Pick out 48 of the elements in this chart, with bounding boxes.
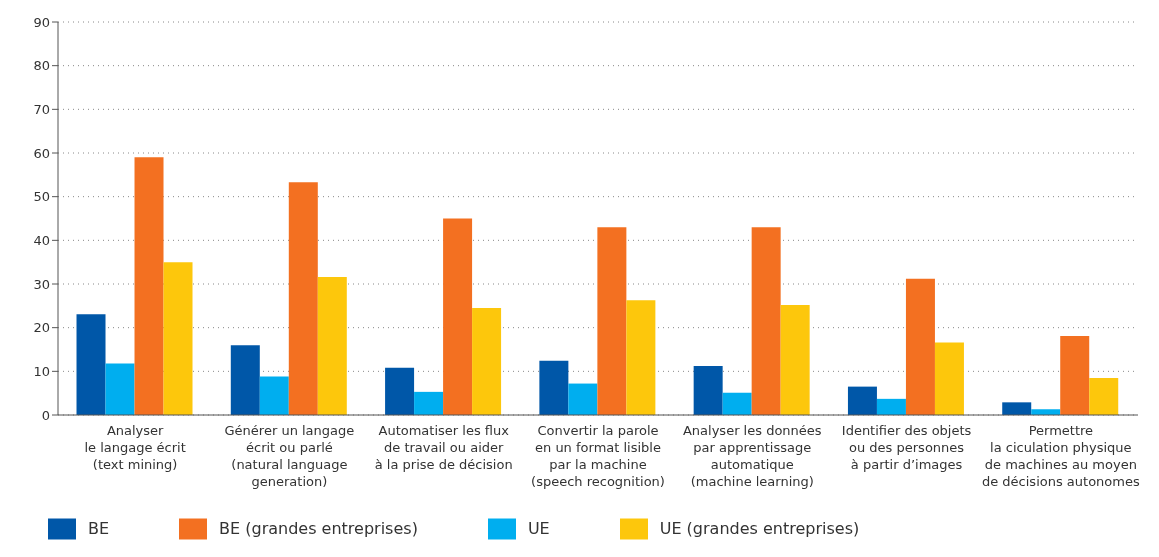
bar [1002,402,1032,415]
y-tick-label: 90 [33,14,50,30]
legend-label: BE [88,518,110,538]
bar [385,367,415,415]
bar [626,300,656,415]
y-tick-label: 80 [33,58,50,74]
bar [905,278,935,415]
bar [722,392,752,415]
y-tick-label: 60 [33,145,50,161]
x-tick-label: Analyser les données par apprentissage automatique (machine learning) [682,423,822,489]
bar [317,277,347,415]
bar [443,218,473,415]
bar [259,376,289,415]
y-tick-label: 10 [33,363,50,379]
bar [1089,377,1119,415]
legend-label: UE [527,518,550,538]
y-tick-label: 70 [33,101,50,117]
bar [847,386,877,415]
bar [76,314,106,415]
bar [472,308,502,415]
bar [288,182,318,415]
bar [163,262,193,415]
x-tick-label: Automatiser les flux de travail ou aider à la prise de décision [374,423,513,472]
y-tick-label: 20 [33,320,50,336]
bar [105,363,135,415]
x-tick-label: Permettre la ciculation physique de machines au moyen de décisions autonomes [981,423,1140,489]
x-tick-label: Générer un langage écrit ou parlé (natural language generation) [224,423,355,489]
y-tick-label: 50 [33,189,50,205]
bar [780,304,810,415]
y-tick-label: 0 [41,407,50,423]
bar [1060,335,1090,415]
bar [230,345,260,415]
legend-label: UE (grandes entreprises) [659,518,860,538]
bar [597,227,627,415]
bar [693,366,723,415]
y-tick-label: 40 [33,232,50,248]
bar [876,398,906,415]
bar [751,227,781,415]
bar [934,342,964,415]
bar [568,383,598,415]
x-tick-label: Convertir la parole en un format lisible par la machine (speech recognition) [531,423,665,489]
bar [414,391,444,415]
bar [134,157,164,415]
bar [539,360,569,415]
x-tick-label: Analyser le langage écrit (text mining) [84,423,186,472]
y-tick-label: 30 [33,276,50,292]
x-tick-label: Identifier des objets ou des personnes à partir d’images [841,423,972,472]
legend-label: BE (grandes entreprises) [219,518,418,538]
